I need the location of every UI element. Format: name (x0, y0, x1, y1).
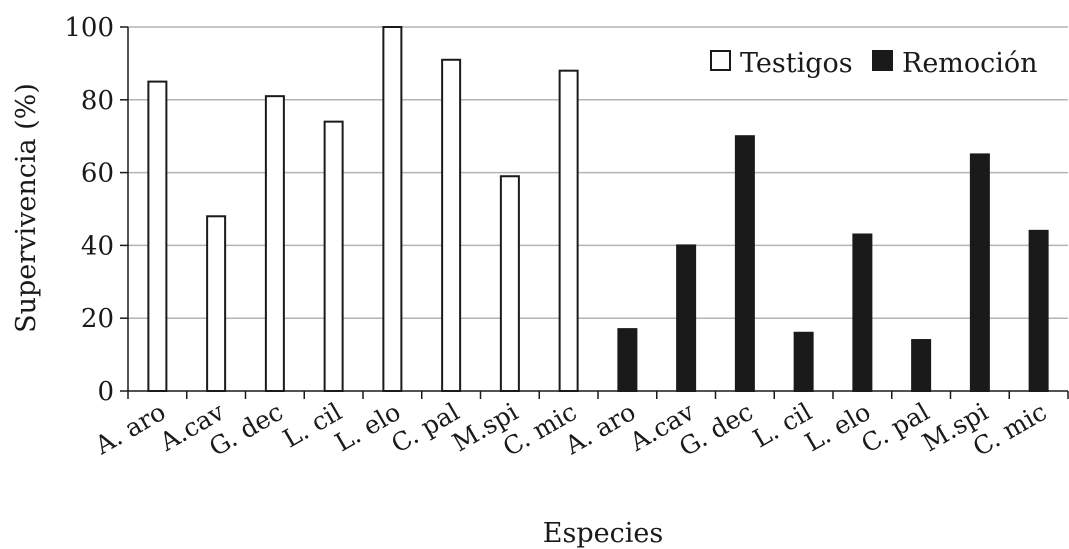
x-category-label: C. pal (386, 397, 464, 459)
x-category-label: C. pal (856, 397, 934, 459)
bar-remocion (911, 339, 932, 393)
y-tick-label: 80 (81, 86, 114, 116)
bar-testigos (558, 69, 579, 393)
bar-remocion (734, 135, 755, 392)
bar-testigos (206, 215, 227, 392)
legend-swatch-remocion (872, 50, 893, 71)
y-tick-label: 20 (81, 304, 114, 334)
y-axis-title: Supervivencia (%) (11, 83, 42, 333)
x-axis-title: Especies (543, 518, 663, 549)
bar-remocion (1028, 229, 1049, 392)
bar-testigos (499, 175, 520, 392)
legend: Testigos Remoción (710, 48, 1038, 79)
y-tick-label: 40 (81, 231, 114, 261)
legend-label-remocion: Remoción (902, 48, 1038, 79)
bar-testigos (264, 95, 285, 392)
bar-remocion (793, 331, 814, 393)
bar-remocion (676, 244, 697, 392)
y-tick-label: 0 (97, 377, 114, 407)
bar-testigos (382, 26, 403, 392)
y-tick-labels: 0 20 40 60 80 100 (64, 13, 114, 407)
bar-testigos (323, 120, 344, 392)
bar-remocion (969, 153, 990, 392)
bar-testigos (441, 58, 462, 392)
bars (147, 26, 1049, 393)
bar-remocion (617, 328, 638, 392)
bar-testigos (147, 80, 168, 392)
bar-remocion (852, 233, 873, 392)
legend-label-testigos: Testigos (740, 48, 853, 79)
y-tick-label: 60 (81, 159, 114, 189)
axes (120, 26, 1069, 399)
legend-swatch-testigos (710, 50, 731, 71)
y-tick-label: 100 (64, 13, 114, 43)
